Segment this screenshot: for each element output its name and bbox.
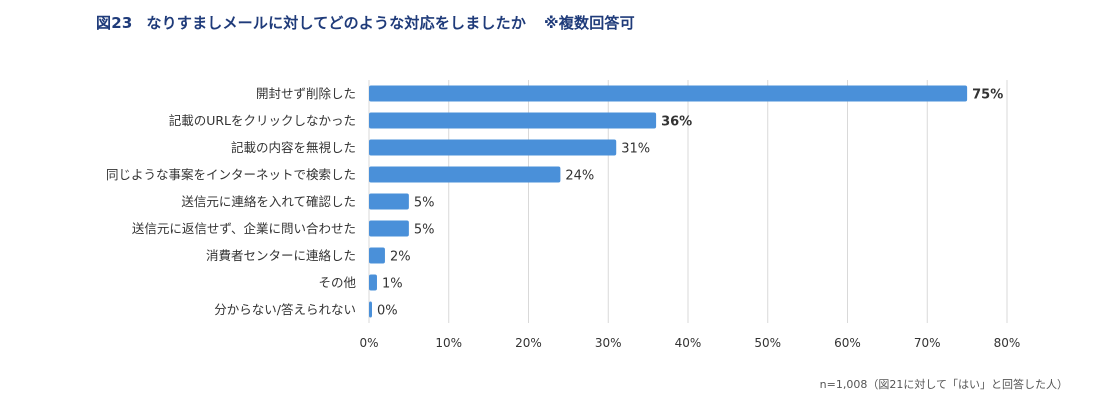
category-label: 開封せず削除した xyxy=(256,86,356,101)
bar xyxy=(369,220,409,237)
data-label: 24% xyxy=(565,169,594,184)
bar xyxy=(369,139,617,156)
data-label: 2% xyxy=(390,250,411,265)
x-tick-label: 30% xyxy=(595,336,622,350)
category-label: 分からない/答えられない xyxy=(214,302,356,317)
title-text: なりすましメールに対してどのような対応をしましたか xyxy=(146,14,527,32)
bar xyxy=(369,112,657,129)
bar xyxy=(369,274,377,291)
data-label: 36% xyxy=(661,115,692,130)
category-label: その他 xyxy=(318,275,356,290)
data-label: 1% xyxy=(382,277,403,292)
bar xyxy=(369,301,372,318)
x-tick-label: 60% xyxy=(834,336,861,350)
bar xyxy=(369,247,385,264)
x-tick-label: 80% xyxy=(994,336,1021,350)
bar xyxy=(369,193,409,210)
category-label: 送信元に返信せず、企業に問い合わせた xyxy=(132,221,356,236)
x-tick-label: 20% xyxy=(515,336,542,350)
x-tick-label: 0% xyxy=(359,336,378,350)
chart-title: 図23 なりすましメールに対してどのような対応をしましたか ※複数回答可 xyxy=(96,12,635,33)
bar xyxy=(369,85,968,102)
data-label: 0% xyxy=(377,304,398,319)
sample-size-note: n=1,008（図21に対して「はい」と回答した人） xyxy=(819,378,1068,391)
x-tick-label: 10% xyxy=(435,336,462,350)
bar xyxy=(369,166,561,183)
data-label: 75% xyxy=(972,88,1003,103)
x-tick-label: 50% xyxy=(754,336,781,350)
x-tick-label: 70% xyxy=(914,336,941,350)
data-label: 5% xyxy=(414,223,435,238)
category-label: 送信元に連絡を入れて確認した xyxy=(181,194,356,209)
category-label: 同じような事案をインターネットで検索した xyxy=(106,167,356,182)
title-note: ※複数回答可 xyxy=(544,14,635,32)
category-label: 消費者センターに連絡した xyxy=(206,248,356,263)
category-label: 記載のURLをクリックしなかった xyxy=(169,113,356,128)
figure-label: 図23 xyxy=(96,14,133,32)
category-label: 記載の内容を無視した xyxy=(231,140,356,155)
x-tick-label: 40% xyxy=(675,336,702,350)
data-label: 31% xyxy=(621,142,650,157)
data-label: 5% xyxy=(414,196,435,211)
